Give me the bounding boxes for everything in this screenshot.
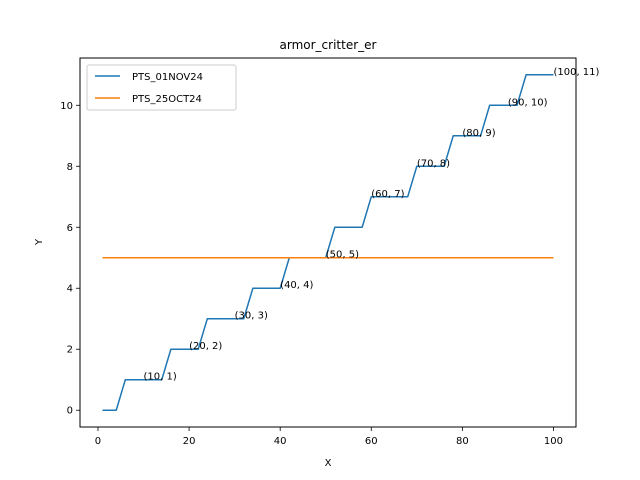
legend: PTS_01NOV24 PTS_25OCT24 [86, 64, 237, 111]
point-annotation: (70, 8) [417, 158, 450, 169]
y-tick-label: 6 [67, 223, 73, 234]
x-tick-label: 60 [365, 436, 378, 447]
x-tick-label: 100 [544, 436, 563, 447]
series-line-1 [102, 74, 554, 411]
legend-label-1: PTS_01NOV24 [132, 72, 203, 83]
y-axis-label: Y [34, 238, 45, 246]
point-annotation: (10, 1) [144, 372, 177, 383]
point-annotation: (80, 9) [462, 128, 495, 139]
x-tick-label: 20 [183, 436, 196, 447]
y-tick-label: 4 [67, 284, 73, 295]
point-annotation: (20, 2) [189, 341, 222, 352]
y-tick-label: 0 [67, 406, 73, 417]
y-tick-label: 2 [67, 345, 73, 356]
legend-frame [86, 64, 237, 111]
chart-title: armor_critter_er [280, 38, 377, 52]
point-annotation: (90, 10) [508, 97, 548, 108]
point-annotation: (40, 4) [280, 280, 313, 291]
point-annotation: (60, 7) [371, 189, 404, 200]
x-axis-label: X [325, 458, 332, 469]
plot-frame [79, 57, 577, 428]
point-annotation: (50, 5) [326, 250, 359, 261]
y-tick-label: 8 [67, 162, 73, 173]
legend-label-2: PTS_25OCT24 [132, 94, 202, 105]
x-tick-label: 80 [456, 436, 469, 447]
point-annotation: (100, 11) [553, 67, 599, 78]
y-tick-label: 10 [60, 101, 73, 112]
x-tick-label: 0 [95, 436, 101, 447]
point-annotation: (30, 3) [235, 311, 268, 322]
x-tick-label: 40 [274, 436, 287, 447]
